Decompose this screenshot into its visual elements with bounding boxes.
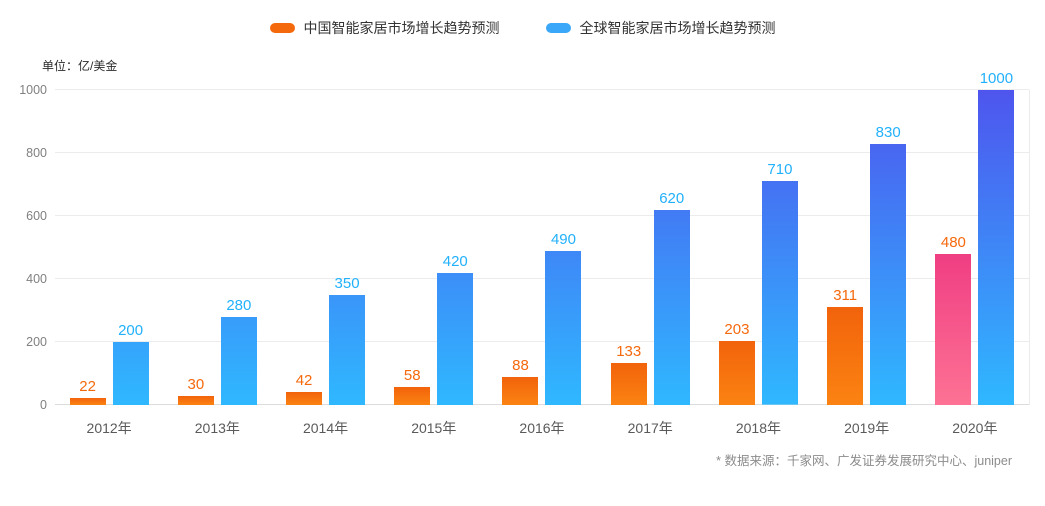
bar-china-highlight[interactable] <box>935 253 972 405</box>
gridline <box>55 278 1029 279</box>
gridline <box>55 215 1029 216</box>
x-axis-line <box>55 404 1029 405</box>
gridline <box>55 341 1029 342</box>
x-axis-label: 2014年 <box>302 420 349 436</box>
x-axis-label: 2018年 <box>735 420 782 436</box>
bar-group: 203 710 2018年 <box>704 90 812 436</box>
bar-value-label: 42 <box>295 371 313 389</box>
bar-group: 42 350 2014年 <box>271 90 379 436</box>
bar-with-label: 420 <box>437 252 474 405</box>
bar-value-label: 30 <box>187 375 205 393</box>
bar-china[interactable] <box>610 363 647 405</box>
bar-china[interactable] <box>718 341 755 405</box>
unit-label: 单位：亿/美金 <box>42 59 118 73</box>
bar-global[interactable] <box>329 294 366 405</box>
bar-global[interactable] <box>220 316 257 405</box>
bar-value-label: 280 <box>226 296 252 314</box>
gridline <box>55 152 1029 153</box>
bar-china[interactable] <box>394 386 431 405</box>
y-axis-tick-label: 0 <box>40 398 47 412</box>
source-note: * 数据来源：千家网、广发证券发展研究中心、juniper <box>716 454 1012 468</box>
x-axis-label: 2016年 <box>519 420 565 436</box>
bar-global[interactable] <box>112 342 149 405</box>
y-axis-tick-label: 400 <box>26 272 47 286</box>
bar-global[interactable] <box>761 181 798 405</box>
bar-group: 58 420 2015年 <box>380 90 488 436</box>
bar-group: 311 830 2019年 <box>813 90 921 436</box>
bar-with-label: 480 <box>935 233 972 405</box>
legend-item-global[interactable]: 全球智能家居市场增长趋势预测 <box>545 18 776 38</box>
bar-value-label: 710 <box>767 161 793 179</box>
bar-value-label: 133 <box>616 343 642 361</box>
legend: 中国智能家居市场增长趋势预测 全球智能家居市场增长趋势预测 <box>0 18 1045 38</box>
bar-value-label: 58 <box>403 366 421 384</box>
bar-value-label: 22 <box>79 378 96 396</box>
bar-china[interactable] <box>177 395 214 405</box>
bar-with-label: 22 <box>69 378 106 405</box>
bar-china[interactable] <box>286 391 323 405</box>
x-axis-label: 2020年 <box>952 420 998 436</box>
bar-value-label: 311 <box>833 287 858 305</box>
x-axis-label: 2017年 <box>627 420 673 436</box>
bar-with-label: 830 <box>870 123 907 405</box>
bar-with-label: 311 <box>827 287 864 405</box>
x-axis-label: 2019年 <box>844 420 890 436</box>
bar-value-label: 203 <box>724 321 750 339</box>
bar-group: 480 1000 2020年 <box>921 71 1029 436</box>
x-axis-label: 2012年 <box>86 420 132 436</box>
bar-with-label: 1000 <box>978 70 1015 405</box>
gridline <box>55 89 1029 90</box>
bar-with-label: 200 <box>112 322 149 405</box>
bar-china[interactable] <box>502 377 539 405</box>
bar-value-label: 350 <box>334 274 360 292</box>
bar-value-label: 88 <box>512 357 529 375</box>
bar-with-label: 350 <box>329 274 366 405</box>
bar-with-label: 203 <box>718 321 755 405</box>
bar-with-label: 42 <box>286 371 323 405</box>
legend-item-china[interactable]: 中国智能家居市场增长趋势预测 <box>269 18 500 38</box>
bar-with-label: 88 <box>502 357 539 405</box>
legend-swatch-china-icon <box>269 23 295 33</box>
bar-group: 30 280 2013年 <box>163 90 271 436</box>
y-axis-tick-label: 800 <box>26 146 47 160</box>
bar-china[interactable] <box>69 398 106 405</box>
bar-with-label: 490 <box>545 230 582 405</box>
legend-label-global: 全球智能家居市场增长趋势预测 <box>579 20 776 36</box>
bar-group: 88 490 2016年 <box>488 90 596 436</box>
bar-global[interactable] <box>437 272 474 405</box>
bar-global[interactable] <box>870 143 907 405</box>
bar-value-label: 830 <box>875 123 901 141</box>
bar-value-label: 420 <box>442 252 468 270</box>
y-axis-tick-label: 600 <box>26 209 47 223</box>
bar-with-label: 133 <box>610 343 647 405</box>
bar-group: 22 200 2012年 <box>55 90 163 436</box>
legend-label-china: 中国智能家居市场增长趋势预测 <box>303 20 500 36</box>
legend-swatch-global-icon <box>545 23 571 33</box>
bar-china[interactable] <box>827 307 864 405</box>
y-axis-tick-label: 200 <box>26 335 47 349</box>
bar-global[interactable] <box>653 209 690 405</box>
bar-group: 133 620 2017年 <box>596 90 704 436</box>
bar-with-label: 280 <box>220 296 257 405</box>
x-axis-label: 2015年 <box>411 420 457 436</box>
bar-global[interactable] <box>978 90 1015 405</box>
bar-with-label: 58 <box>394 366 431 405</box>
bar-global[interactable] <box>545 250 582 405</box>
bar-value-label: 490 <box>550 230 576 248</box>
x-axis-label: 2013年 <box>194 420 240 436</box>
y-axis-tick-label: 1000 <box>19 83 47 97</box>
bar-with-label: 30 <box>177 375 214 405</box>
bar-value-label: 480 <box>940 233 966 251</box>
bar-value-label: 1000 <box>979 70 1014 87</box>
plot-area: 0 200 400 600 800 1000 22 200 2012年 30 280 2013年 42 3… <box>19 71 1030 436</box>
bar-with-label: 620 <box>653 189 690 405</box>
bar-value-label: 200 <box>118 322 144 339</box>
bar-value-label: 620 <box>659 189 685 207</box>
bar-with-label: 710 <box>761 161 798 405</box>
